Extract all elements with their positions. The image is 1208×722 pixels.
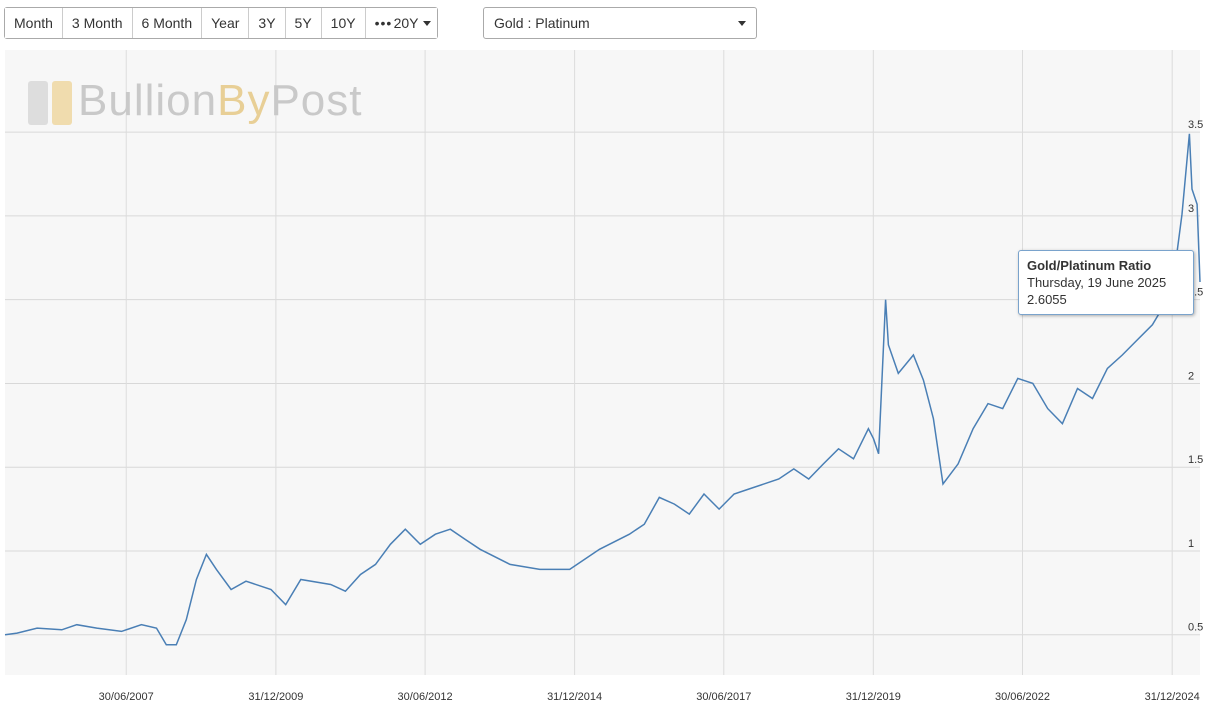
y-tick-label: 2 <box>1188 370 1194 382</box>
x-tick-label: 31/12/2009 <box>248 691 303 703</box>
tooltip-title: Gold/Platinum Ratio <box>1027 258 1152 273</box>
tooltip-value: 2.6055 <box>1027 292 1067 307</box>
logo-text: By <box>217 76 271 125</box>
tooltip-date: Thursday, 19 June 2025 <box>1027 275 1167 290</box>
metal-dropdown[interactable]: Gold : Platinum <box>483 7 757 39</box>
logo-text: Bullion <box>78 76 218 125</box>
x-tick-label: 30/06/2012 <box>398 691 453 703</box>
dots-icon: ••• <box>374 15 393 31</box>
x-tick-label: 30/06/2007 <box>99 691 154 703</box>
range-button[interactable]: 3Y <box>249 8 286 38</box>
x-tick-label: 31/12/2019 <box>846 691 901 703</box>
dropdown-label: Gold : Platinum <box>494 15 590 31</box>
grid: 0.511.522.533.530/06/2007 31/12/2009 30/06… <box>5 50 1203 703</box>
range-buttons: Month 3 Month 6 Month Year 3Y 5Y 10Y •••… <box>4 7 438 39</box>
line <box>4 133 1201 646</box>
logo: BullionByPost <box>28 76 363 126</box>
plot-background <box>5 50 1200 675</box>
range-button[interactable]: 6 Month <box>132 8 203 38</box>
logo-bar <box>52 81 72 126</box>
marks <box>4 133 1201 646</box>
x-tick-label: 30/06/2017 <box>696 691 751 703</box>
y-tick-label: 1 <box>1188 538 1194 550</box>
range-button[interactable]: 10Y <box>321 8 366 38</box>
logo-text: Post <box>270 76 363 125</box>
caret-icon <box>738 21 746 26</box>
y-tick-label: 3.5 <box>1188 119 1203 131</box>
caret-icon <box>422 21 431 26</box>
x-tick-label: 31/12/2014 <box>547 691 602 703</box>
y-tick-label: 0.5 <box>1188 622 1203 634</box>
x-tick-label: 31/12/2024 <box>1145 691 1200 703</box>
tooltip: Gold/Platinum Ratio Thursday, 19 June 20… <box>1018 250 1194 315</box>
range-button[interactable]: Year <box>202 8 250 38</box>
button-label: 20Y <box>393 15 419 31</box>
range-button[interactable]: Month <box>5 8 63 38</box>
logo-bar <box>28 81 48 126</box>
y-tick-label: 1.5 <box>1188 454 1203 466</box>
y-tick-label: 3 <box>1188 203 1194 215</box>
range-button[interactable]: ••• 20Y <box>365 8 437 38</box>
range-button[interactable]: 5Y <box>285 8 322 38</box>
x-tick-label: 30/06/2022 <box>995 691 1050 703</box>
range-button[interactable]: 3 Month <box>62 8 133 38</box>
